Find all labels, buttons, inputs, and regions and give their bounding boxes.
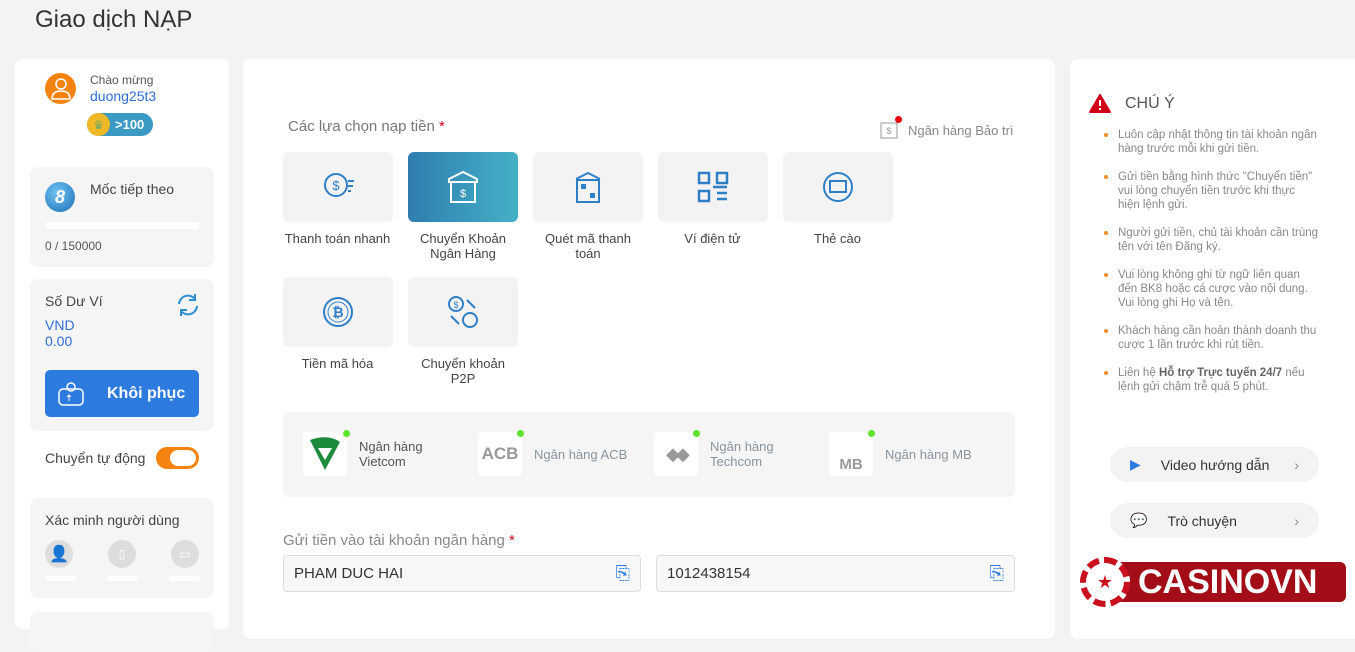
- video-guide-button[interactable]: ▶ Video hướng dẫn ›: [1110, 447, 1319, 482]
- wallet-card: Số Dư Ví VND 0.00 Khôi phục: [30, 279, 214, 431]
- wallet-icon: [58, 381, 84, 406]
- account-name-field[interactable]: PHAM DUC HAI ⎘: [283, 555, 641, 592]
- verify-bar: [169, 576, 200, 581]
- warning-icon: [1089, 94, 1111, 113]
- more-card: [30, 612, 214, 652]
- notice-item: Liên hệ Hỗ trợ Trực tuyến 24/7 nếu lệnh …: [1104, 366, 1319, 394]
- wallet-label: Số Dư Ví: [45, 293, 103, 309]
- video-icon: ▶: [1130, 456, 1141, 472]
- qr-wallet-icon: [697, 171, 729, 203]
- method-tile[interactable]: [658, 152, 768, 222]
- notice-item: Vui lòng không ghi từ ngữ liên quan đến …: [1104, 268, 1319, 310]
- bank-item-mb[interactable]: MB Ngân hàng MB: [829, 430, 972, 476]
- deposit-label: Gửi tiền vào tài khoản ngân hàng *: [283, 532, 515, 549]
- level-badge: ♛ >100: [87, 113, 153, 136]
- chat-icon: 💬: [1130, 512, 1148, 528]
- bank-item-acb[interactable]: ACB Ngân hàng ACB: [478, 430, 627, 476]
- milestone-progress-bar: [45, 222, 199, 229]
- avatar[interactable]: [45, 73, 76, 104]
- milestone-label: Mốc tiếp theo: [90, 181, 175, 197]
- level-text: >100: [115, 117, 145, 132]
- restore-button[interactable]: Khôi phục: [45, 370, 199, 417]
- verify-bar: [107, 576, 138, 581]
- method-label: Chuyển Khoản Ngân Hàng: [419, 231, 506, 261]
- notice-item: Gửi tiền bằng hình thức "Chuyển tiền" vu…: [1104, 170, 1319, 212]
- scan-qr-icon: [575, 171, 601, 203]
- page-title: Giao dịch NẠP: [35, 6, 193, 33]
- user-icon: [50, 77, 71, 100]
- method-label: Quét mã thanh toán: [545, 231, 631, 261]
- method-tile[interactable]: $: [408, 277, 518, 347]
- method-label: Chuyển khoản P2P: [421, 356, 505, 386]
- bank-item-vietcom[interactable]: Ngân hàng Vietcom: [303, 430, 439, 476]
- method-tile[interactable]: $: [283, 152, 393, 222]
- auto-transfer-toggle[interactable]: [156, 447, 199, 469]
- notice-item: Luôn cập nhật thông tin tài khoản ngân h…: [1104, 128, 1319, 156]
- crown-icon: ♛: [87, 113, 110, 136]
- notice-list: Luôn cập nhật thông tin tài khoản ngân h…: [1104, 128, 1319, 408]
- svg-text:$: $: [886, 126, 891, 136]
- method-label: Ví điện tử: [684, 231, 741, 246]
- bank-list: Ngân hàng Vietcom ACB Ngân hàng ACB ◆◆ Ngâ…: [283, 412, 1015, 497]
- svg-text:$: $: [332, 178, 340, 193]
- vietcombank-logo: [310, 437, 340, 470]
- fast-pay-icon: $: [324, 173, 354, 197]
- account-number-field[interactable]: 1012438154 ⎘: [656, 555, 1015, 592]
- p2p-icon: $: [448, 296, 478, 328]
- left-sidebar: Chào mừng duong25t3 ♛ >100 8 Mốc tiếp th…: [15, 59, 229, 652]
- maintenance-banks-link[interactable]: $ Ngân hàng Bảo trì: [879, 116, 1014, 142]
- chevron-right-icon: ›: [1294, 512, 1299, 529]
- method-tile[interactable]: [783, 152, 893, 222]
- medal-icon: 8: [45, 182, 75, 212]
- verify-card: Xác minh người dùng 👤 ▯ ▭: [30, 498, 214, 598]
- copy-icon[interactable]: ⎘: [989, 563, 1004, 583]
- milestone-card: 8 Mốc tiếp theo 0 / 150000: [30, 167, 214, 267]
- wallet-currency: VND: [45, 317, 75, 333]
- bank-maintenance-icon: $: [879, 116, 902, 142]
- wallet-amount: 0.00: [45, 333, 73, 349]
- milestone-progress-text: 0 / 150000: [45, 239, 102, 253]
- card-icon: [823, 172, 853, 202]
- bank-item-techcom[interactable]: ◆◆ Ngân hàng Techcom: [654, 430, 790, 476]
- svg-text:₿: ₿: [332, 304, 343, 320]
- method-tile[interactable]: ₿: [283, 277, 393, 347]
- bank-transfer-icon: $: [448, 170, 478, 203]
- svg-text:$: $: [453, 300, 458, 310]
- method-tile[interactable]: [533, 152, 643, 222]
- verify-bar: [45, 576, 76, 581]
- method-label: Thẻ cào: [814, 231, 861, 246]
- notice-item: Người gửi tiền, chủ tài khoản cần trùng …: [1104, 226, 1319, 254]
- chevron-right-icon: ›: [1294, 456, 1299, 473]
- verify-phone-icon[interactable]: ▯: [108, 540, 136, 568]
- verify-id-icon[interactable]: ▭: [171, 540, 199, 568]
- method-label: Tiền mã hóa: [301, 356, 374, 371]
- methods-label: Các lựa chọn nạp tiền *: [288, 118, 445, 135]
- verify-label: Xác minh người dùng: [45, 512, 180, 528]
- auto-transfer-label: Chuyển tự động: [45, 450, 146, 466]
- chat-button[interactable]: 💬 Trò chuyện ›: [1110, 503, 1319, 538]
- deposit-panel: [243, 59, 1055, 639]
- restore-label: Khôi phục: [107, 384, 186, 402]
- username: duong25t3: [90, 88, 157, 104]
- greeting: Chào mừng: [90, 73, 154, 87]
- notice-panel: [1070, 59, 1355, 639]
- method-tile[interactable]: $: [408, 152, 518, 222]
- notice-title: CHÚ Ý: [1125, 95, 1175, 112]
- bitcoin-icon: ₿: [323, 297, 353, 327]
- refresh-icon[interactable]: [175, 292, 201, 318]
- casinovn-logo: ★ CASINOVN: [1080, 557, 1348, 607]
- verify-user-icon[interactable]: 👤: [45, 540, 73, 568]
- copy-icon[interactable]: ⎘: [615, 563, 630, 583]
- method-label: Thanh toán nhanh: [284, 231, 391, 246]
- notice-item: Khách hàng cần hoàn thành doanh thu cược…: [1104, 324, 1319, 352]
- svg-text:$: $: [460, 188, 466, 200]
